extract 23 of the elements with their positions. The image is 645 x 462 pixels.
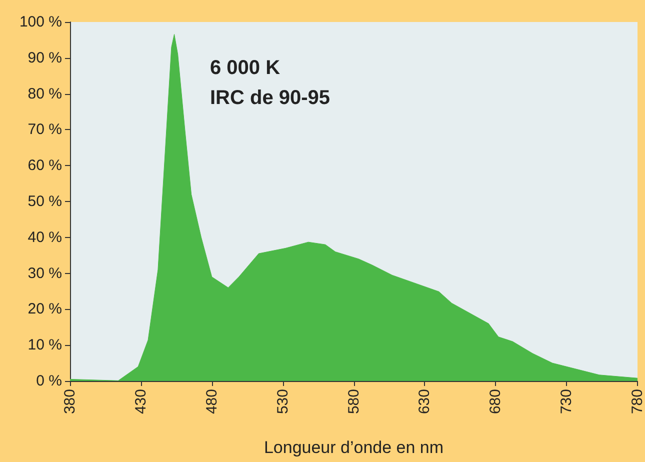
- x-tick-label: 730: [558, 389, 576, 414]
- x-tick-label: 630: [416, 389, 434, 414]
- y-tick-label: 90 %: [28, 49, 62, 66]
- y-tick-label: 30 %: [28, 264, 62, 282]
- y-tick-label: 20 %: [28, 300, 62, 318]
- y-tick-label: 40 %: [28, 228, 62, 246]
- y-tick-label: 50 %: [28, 193, 62, 210]
- y-tick-label: 80 %: [28, 85, 62, 102]
- x-tick-label: 780: [629, 389, 645, 414]
- y-tick-label: 10 %: [28, 336, 62, 354]
- y-tick-label: 70 %: [28, 121, 62, 138]
- x-tick-label: 480: [203, 389, 220, 414]
- x-axis-title: Longueur d’onde en nm: [264, 438, 444, 457]
- annotation: IRC de 90-95: [210, 87, 330, 109]
- x-tick-label: 580: [345, 389, 362, 414]
- y-tick-label: 100 %: [19, 14, 62, 30]
- x-tick-label: 530: [274, 389, 292, 414]
- x-tick-label: 380: [62, 389, 78, 414]
- y-tick-label: 0 %: [36, 372, 62, 390]
- x-tick-label: 680: [487, 389, 504, 414]
- annotation: 6 000 K: [210, 57, 281, 79]
- y-tick-label: 60 %: [28, 157, 62, 174]
- x-tick-label: 430: [132, 389, 150, 414]
